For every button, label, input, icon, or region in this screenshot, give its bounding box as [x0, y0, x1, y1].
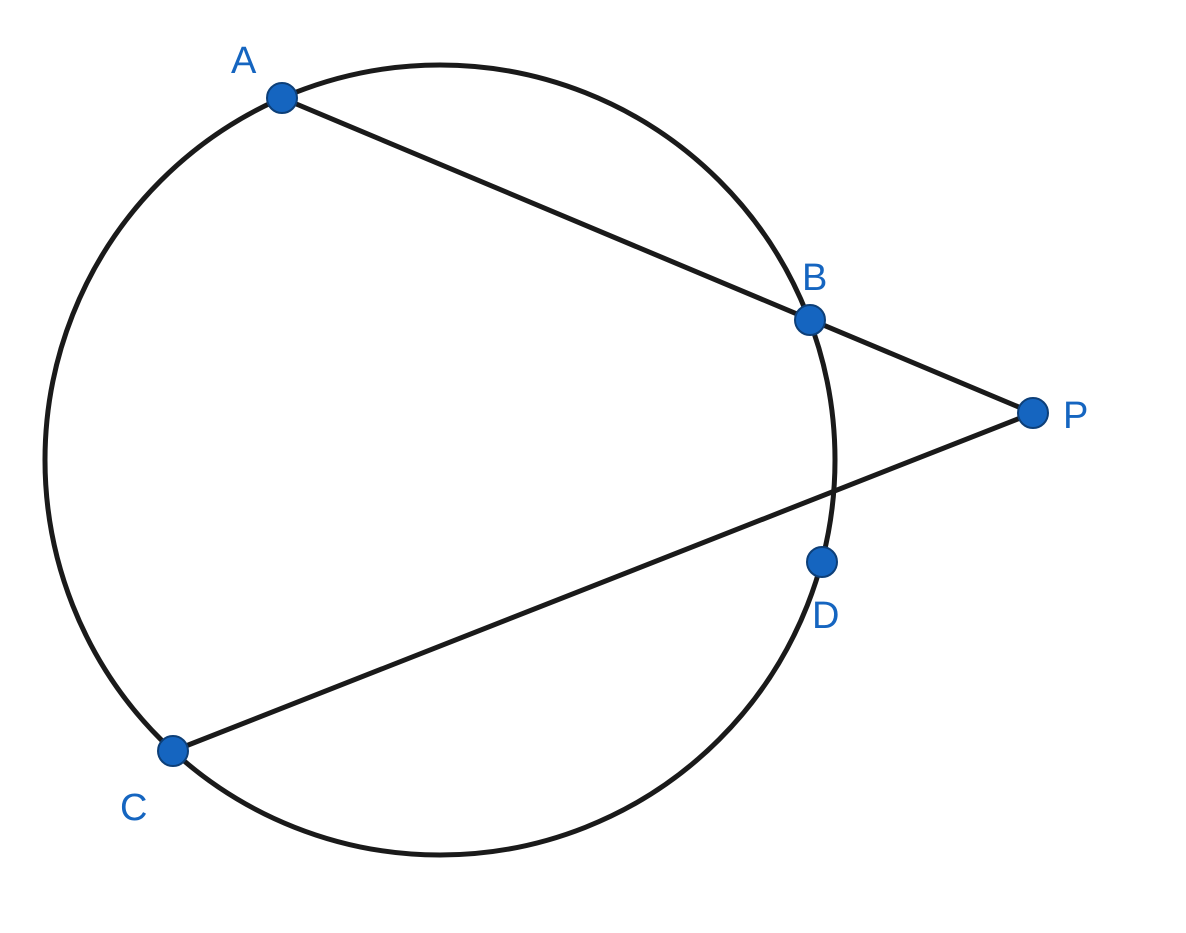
point-P: [1018, 398, 1048, 428]
secant-C-P: [173, 413, 1033, 751]
point-C: [158, 736, 188, 766]
label-A: A: [231, 40, 257, 82]
geometry-diagram: A B P D C: [0, 0, 1186, 933]
label-D: D: [812, 595, 839, 637]
point-B: [795, 305, 825, 335]
label-C: C: [120, 787, 147, 829]
circle: [45, 65, 835, 855]
label-B: B: [802, 257, 827, 299]
point-A: [267, 83, 297, 113]
point-D: [807, 547, 837, 577]
label-P: P: [1063, 395, 1088, 437]
secant-A-P: [282, 98, 1033, 413]
